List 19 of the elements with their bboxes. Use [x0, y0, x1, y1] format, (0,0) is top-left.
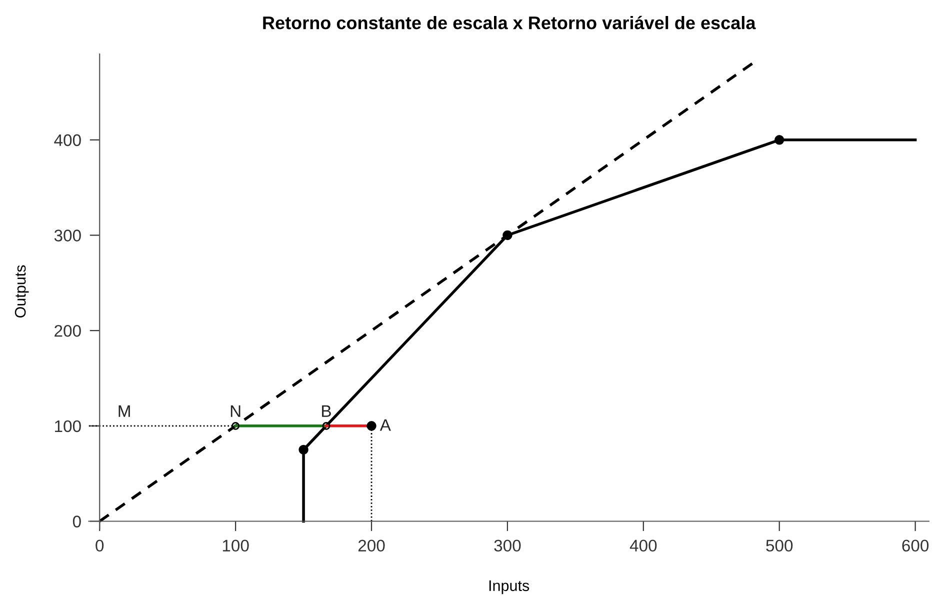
y-axis-title: Outputs — [14, 265, 29, 318]
x-tick-label: 600 — [902, 540, 929, 552]
x-tick-label: 400 — [630, 540, 657, 552]
y-tick-label: 200 — [54, 324, 81, 337]
chart-title: Retorno constante de escala x Retorno variável de escala — [263, 16, 756, 30]
y-tick-label: 300 — [54, 230, 81, 242]
x-axis-title: Inputs — [489, 580, 530, 594]
x-tick-label: 500 — [766, 540, 793, 552]
y-tick-label: 100 — [55, 420, 81, 432]
x-tick-label: 300 — [494, 540, 521, 552]
x-tick-label: 100 — [222, 540, 249, 552]
y-tick-label: 0 — [72, 516, 81, 528]
annotation: N — [230, 405, 240, 417]
x-tick-label: 200 — [358, 540, 385, 552]
x-tick-label: 0 — [96, 540, 104, 552]
annotation: B — [322, 405, 331, 417]
y-tick-label: 400 — [54, 134, 81, 146]
annotation: M — [118, 405, 130, 417]
annotation: A — [380, 419, 391, 431]
